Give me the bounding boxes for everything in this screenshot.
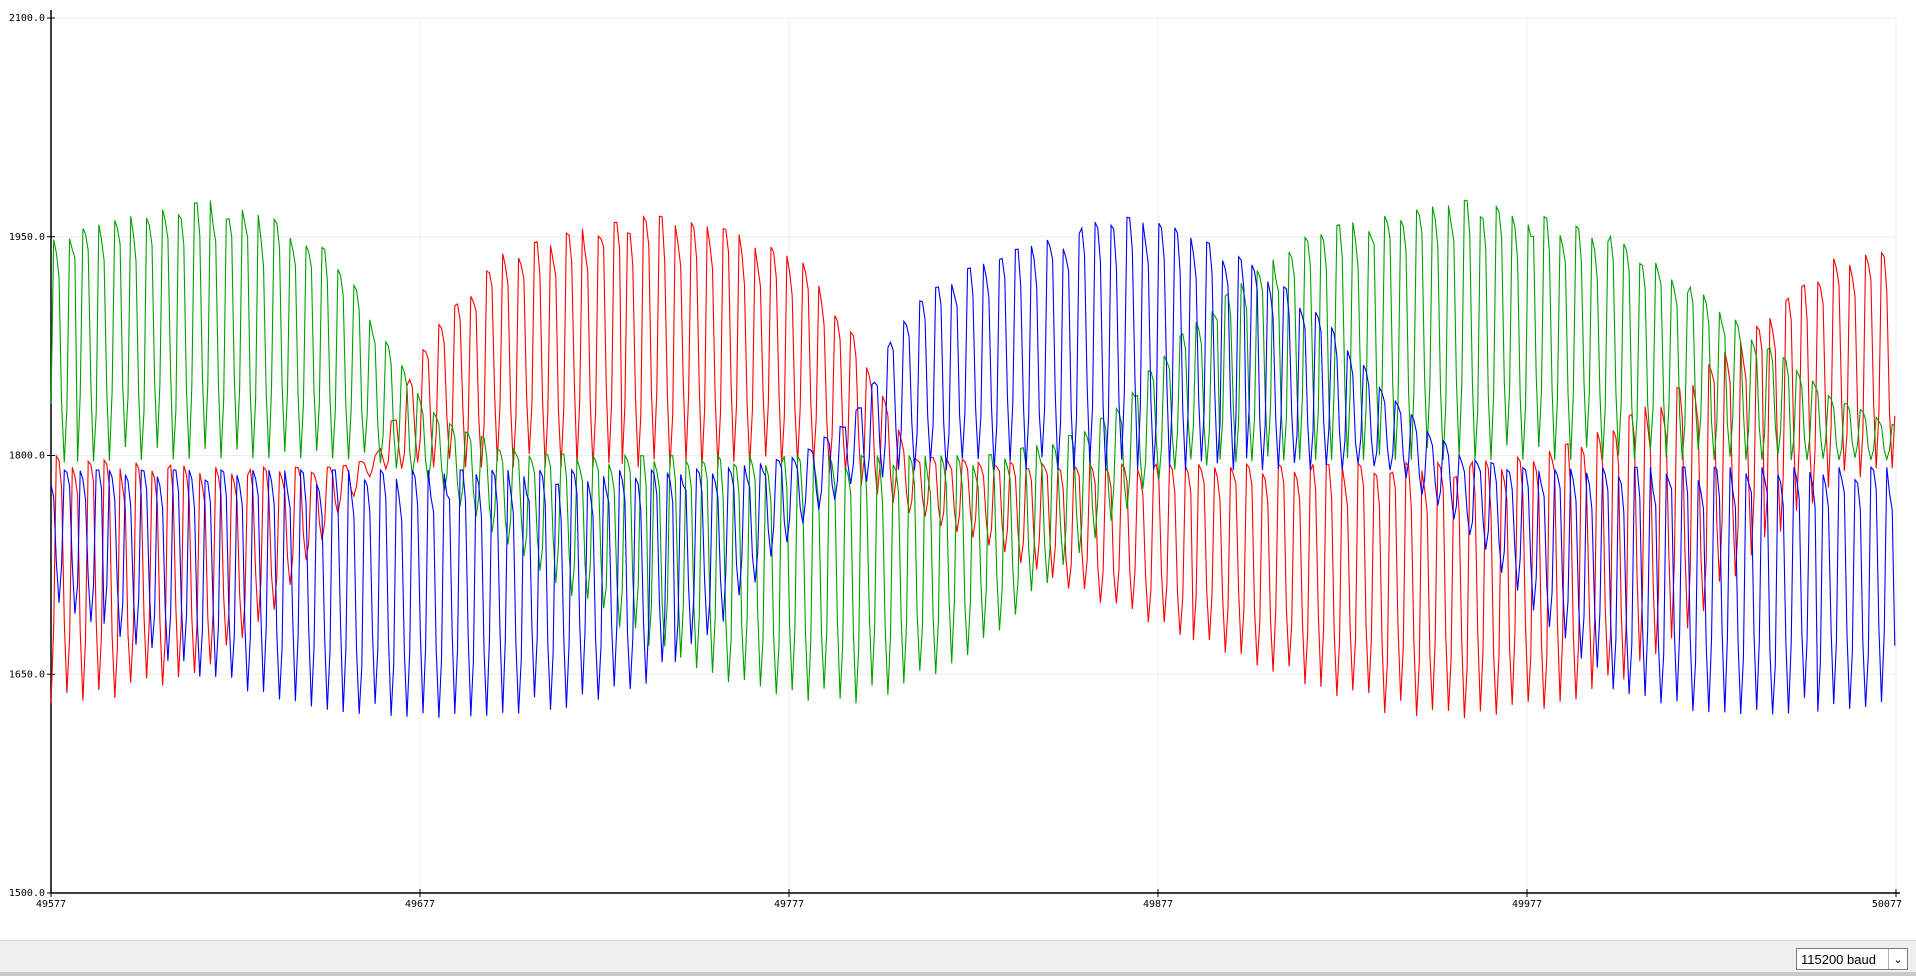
chevron-down-icon[interactable]: ⌄ [1888,949,1907,969]
y-tick-label: 2100.0 [9,13,45,24]
x-tick-label: 49977 [1512,899,1542,910]
plotter-footer: 115200 baud ⌄ [0,940,1916,976]
y-tick-label: 1650.0 [9,669,45,680]
window-bottom-border [0,972,1916,976]
line-chart: 1500.0 1650.0 1800.0 1950.0 2100.0 49577 49677… [9,10,1902,910]
x-tick-label: 49777 [774,899,804,910]
series-line [50,216,1896,718]
series-line [50,214,1896,719]
y-tick-label: 1500.0 [9,888,45,899]
baud-rate-value: 115200 baud [1801,951,1876,967]
series-line [50,199,1896,704]
x-tick-label: 49877 [1143,899,1173,910]
y-tick-label: 1950.0 [9,232,45,243]
y-tick-label: 1800.0 [9,451,45,462]
x-tick-label: 49677 [405,899,435,910]
baud-rate-select[interactable]: 115200 baud ⌄ [1796,948,1908,970]
serial-plotter: 1500.0 1650.0 1800.0 1950.0 2100.0 49577 49677… [8,10,1902,910]
x-tick-label: 49577 [36,899,66,910]
x-tick-label: 50077 [1872,899,1902,910]
